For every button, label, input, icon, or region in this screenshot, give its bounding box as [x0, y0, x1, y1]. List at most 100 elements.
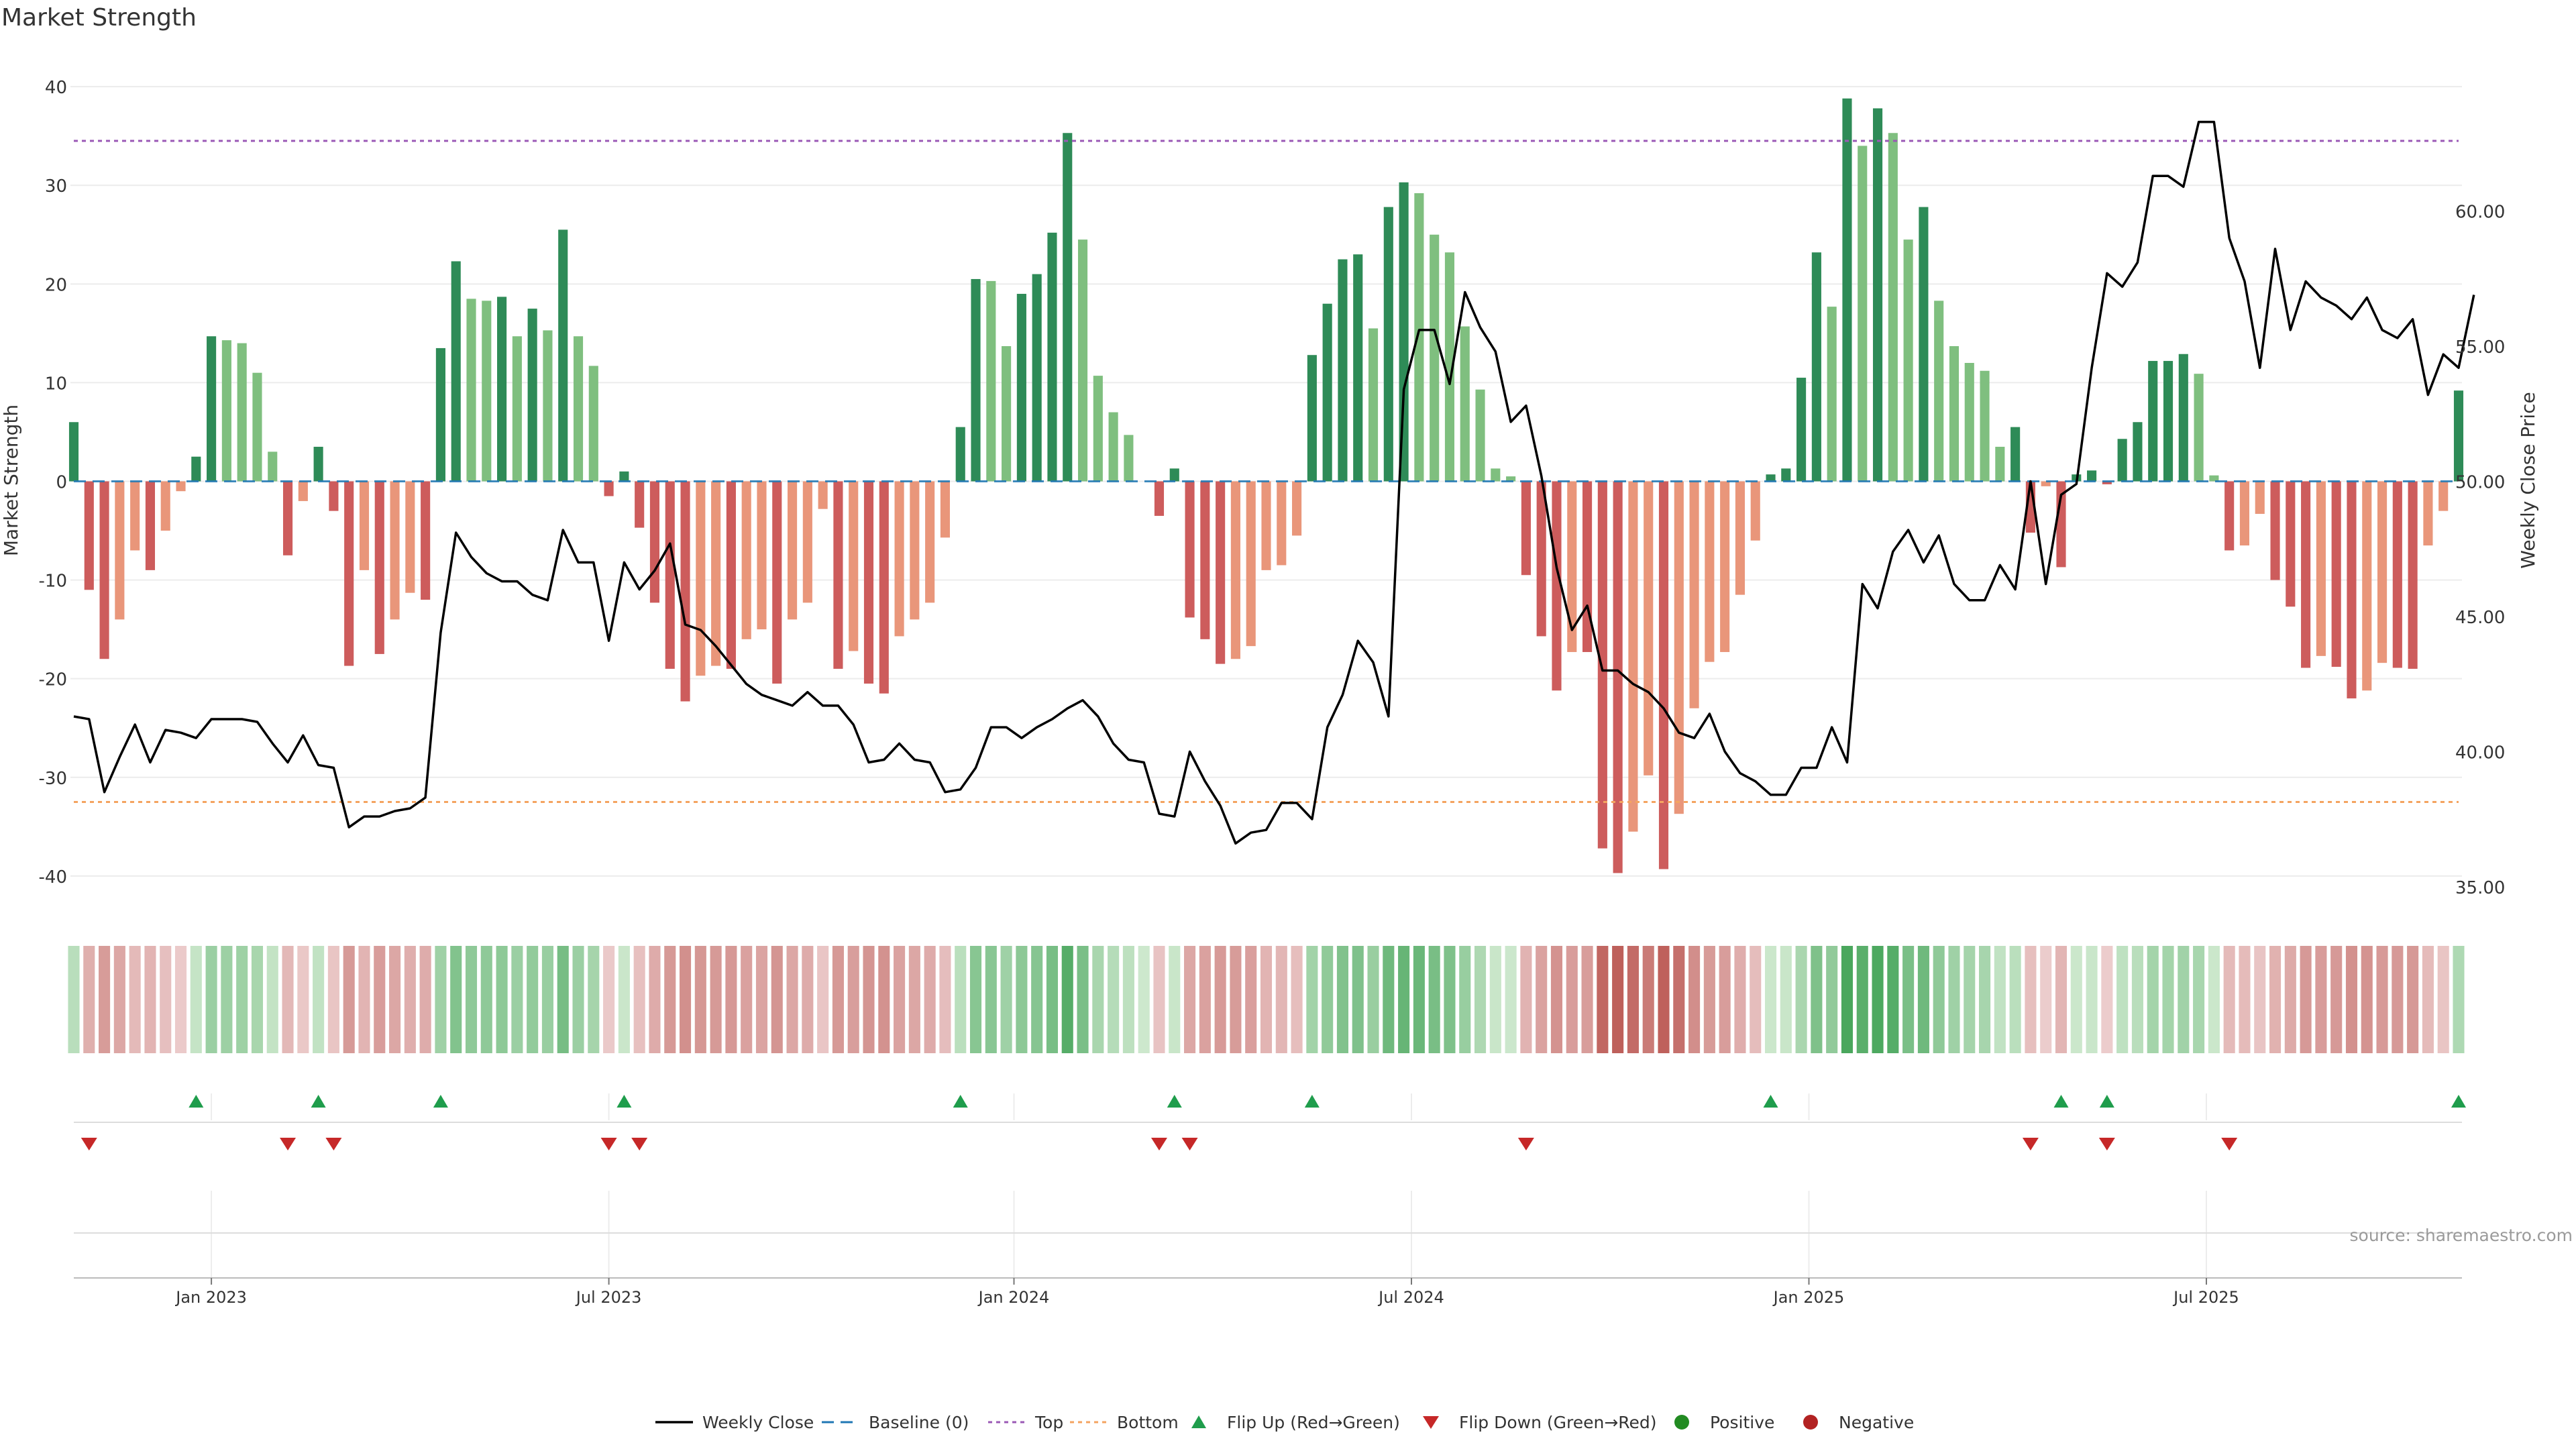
legend-item-top: Top: [988, 1413, 1063, 1432]
strength-bar: [1735, 481, 1746, 595]
strength-bar: [2239, 481, 2250, 546]
heatmap-cell: [863, 946, 875, 1053]
heatmap-cell: [2009, 946, 2021, 1053]
strength-bar: [1307, 355, 1317, 482]
heatmap-cell: [1612, 946, 1624, 1053]
heatmap-cell: [144, 946, 156, 1053]
strength-bar: [1338, 259, 1348, 482]
strength-bar: [1552, 481, 1562, 691]
heatmap-cell: [755, 946, 768, 1053]
strength-bar: [130, 481, 140, 551]
legend-item-positive: Positive: [1674, 1413, 1774, 1432]
strength-bar: [1903, 239, 1913, 482]
strength-bar: [955, 427, 965, 482]
strength-bar: [757, 481, 767, 630]
heatmap-cell: [1169, 946, 1181, 1053]
strength-bar: [1582, 481, 1593, 652]
heatmap-cell: [694, 946, 706, 1053]
heatmap-cell: [679, 946, 692, 1053]
heatmap-cell: [1306, 946, 1318, 1053]
heatmap-cell: [955, 946, 967, 1053]
strength-bar: [2453, 390, 2464, 482]
left-tick-label: 40: [45, 78, 67, 98]
strength-bar: [833, 481, 843, 669]
strength-bar: [2102, 481, 2112, 484]
heatmap-cell: [511, 946, 523, 1053]
strength-bar: [649, 481, 660, 603]
strength-bar: [1475, 389, 1485, 482]
strength-bar: [1368, 328, 1379, 482]
heatmap-cell: [1322, 946, 1334, 1053]
strength-bar: [1124, 435, 1134, 482]
heatmap-cell: [1092, 946, 1104, 1053]
legend-item-weekly-close: Weekly Close: [655, 1413, 814, 1432]
strength-bar: [1964, 362, 1974, 482]
heatmap-cell: [419, 946, 431, 1053]
strength-bar: [329, 481, 339, 511]
heatmap-cell: [1581, 946, 1593, 1053]
strength-bar: [1644, 481, 1654, 775]
heatmap-cell: [1550, 946, 1563, 1053]
strength-bar: [1016, 294, 1026, 482]
heatmap-cell: [1627, 946, 1639, 1053]
heatmap-cell: [2055, 946, 2068, 1053]
heatmap-cell: [1673, 946, 1685, 1053]
strength-bar: [2209, 475, 2219, 482]
left-tick-label: 10: [45, 374, 67, 394]
strength-bar: [298, 481, 308, 501]
page-title: Market Strength: [1, 4, 197, 32]
strength-bar: [2178, 354, 2188, 482]
strength-bar: [1781, 468, 1791, 482]
left-tick-label: 0: [56, 473, 67, 493]
heatmap-cell: [1383, 946, 1395, 1053]
strength-bar: [741, 481, 751, 639]
strength-bar: [527, 309, 537, 482]
heatmap-cell: [1841, 946, 1854, 1053]
strength-bar: [268, 451, 278, 482]
heatmap-cell: [205, 946, 217, 1053]
right-tick-label: 35.00: [2455, 878, 2505, 898]
strength-bar: [1597, 481, 1607, 849]
strength-bar: [2163, 361, 2174, 482]
heatmap-cell: [2300, 946, 2312, 1053]
heatmap-cell: [541, 946, 553, 1053]
heatmap-cell: [404, 946, 416, 1053]
strength-bar: [558, 229, 568, 482]
strength-bar: [191, 456, 201, 482]
strength-bar: [2224, 481, 2235, 551]
heatmap-cell: [1536, 946, 1548, 1053]
strength-bar: [1277, 481, 1287, 566]
heatmap-cell: [1230, 946, 1242, 1053]
heatmap-cell: [1077, 946, 1089, 1053]
strength-bar: [1689, 481, 1699, 708]
strength-bar: [665, 481, 675, 669]
strength-bar: [435, 347, 445, 482]
strength-bar: [390, 481, 400, 620]
strength-bar: [1827, 307, 1837, 482]
strength-bar: [1980, 370, 1990, 482]
heatmap-cell: [924, 946, 936, 1053]
flip-up-marker: [2099, 1095, 2114, 1108]
heatmap-cell: [1948, 946, 1960, 1053]
heatmap-cell: [99, 946, 111, 1053]
heatmap-cell: [1811, 946, 1823, 1053]
heatmap-cell: [190, 946, 202, 1053]
heatmap-cell: [1352, 946, 1364, 1053]
flip-down-marker: [1181, 1138, 1198, 1150]
strength-bar: [1093, 376, 1103, 482]
heatmap-cell: [603, 946, 615, 1053]
heatmap-cell: [2070, 946, 2082, 1053]
legend: Weekly Close Baseline (0) Top Bottom Flip Up…: [655, 1413, 1914, 1432]
strength-bar: [1460, 326, 1470, 482]
heatmap-cell: [1750, 946, 1762, 1053]
strength-bar: [2041, 481, 2051, 486]
strength-bar: [1842, 98, 1852, 482]
heatmap-cell: [266, 946, 278, 1053]
strength-bars: [68, 98, 2464, 873]
strength-bar: [1063, 133, 1073, 482]
left-tick-label: -40: [39, 867, 67, 888]
heatmap-cell: [618, 946, 630, 1053]
flip-up-marker: [2451, 1095, 2466, 1108]
right-tick-label: 55.00: [2455, 337, 2505, 358]
strength-bar: [1872, 108, 1883, 482]
